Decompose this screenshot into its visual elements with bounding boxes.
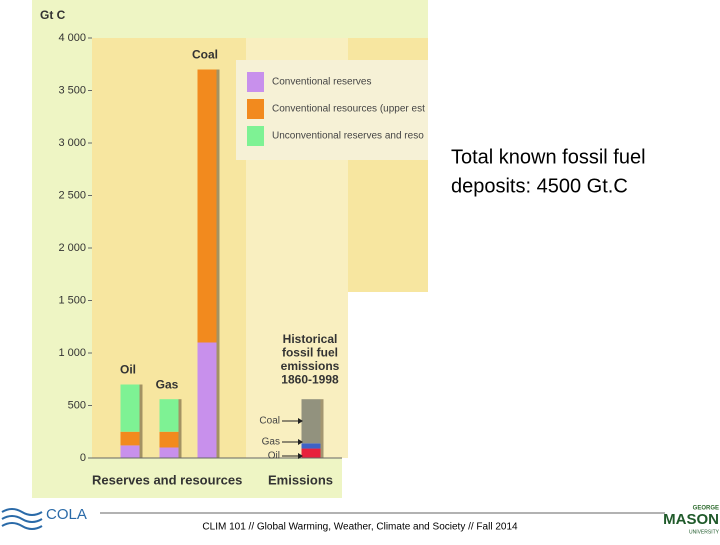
logo-wave [1,508,43,516]
logo-text: UNIVERSITY [689,529,720,535]
category-label: Oil [120,363,136,377]
group-label: Reserves and resources [92,472,242,487]
y-tick-label: 4 000 [58,32,86,44]
footer: CLIM 101 // Global Warming, Weather, Cli… [202,522,518,533]
legend-box [236,60,428,160]
legend-label: Unconventional reserves and reso [272,131,424,142]
y-tick-label: 500 [68,399,86,411]
logo-right: GEORGE MASON UNIVERSITY [663,506,719,536]
bar-shadow [320,399,324,458]
bar-segment [159,447,179,458]
legend-swatch [247,72,264,92]
bar-segment [120,445,140,458]
bar-segment [159,399,179,432]
bar-shadow [139,384,143,458]
logo-left: COLA [1,506,87,530]
y-tick-label: 2 000 [58,242,86,254]
annotation: fossil fuel [282,346,338,360]
y-axis-label: Gt C [40,8,66,22]
group-label: Emissions [268,472,333,487]
bar-segment [197,342,217,458]
legend-swatch [247,126,264,146]
legend-label: Conventional reserves [272,77,372,88]
emission-label: Oil [268,451,280,462]
logo-wave [1,522,43,530]
bar-segment [197,69,217,343]
emission-label: Gas [262,437,280,448]
y-tick-label: 1 000 [58,347,86,359]
arrow-head [298,453,303,459]
y-tick-label: 3 500 [58,84,86,96]
annotation: 1860-1998 [281,373,339,387]
bar-segment [301,399,321,444]
slide-text: deposits: 4500 Gt.C [451,175,628,197]
logo-text: GEORGE [693,506,719,512]
bar-segment [301,443,321,449]
annotation: emissions [281,359,340,373]
y-tick-label: 1 500 [58,294,86,306]
bar-shadow [216,69,220,458]
y-tick-label: 0 [80,452,86,464]
category-label: Gas [156,377,179,391]
arrow-head [298,418,303,424]
bar-segment [301,448,321,458]
bar-segment [120,431,140,446]
y-tick-label: 3 000 [58,137,86,149]
logo-text: COLA [46,506,87,523]
emission-label: Coal [259,416,280,427]
bar-segment [159,431,179,448]
legend-swatch [247,99,264,119]
annotation: Historical [283,332,338,346]
legend-label: Conventional resources (upper est [272,104,425,115]
arrow-head [298,439,303,445]
logo-wave [1,515,43,523]
logo-text: MASON [663,511,719,528]
category-label: Coal [192,48,218,62]
bar-segment [120,384,140,432]
bar-shadow [178,399,182,458]
slide-text: Total known fossil fuel [451,146,646,168]
y-tick-label: 2 500 [58,189,86,201]
